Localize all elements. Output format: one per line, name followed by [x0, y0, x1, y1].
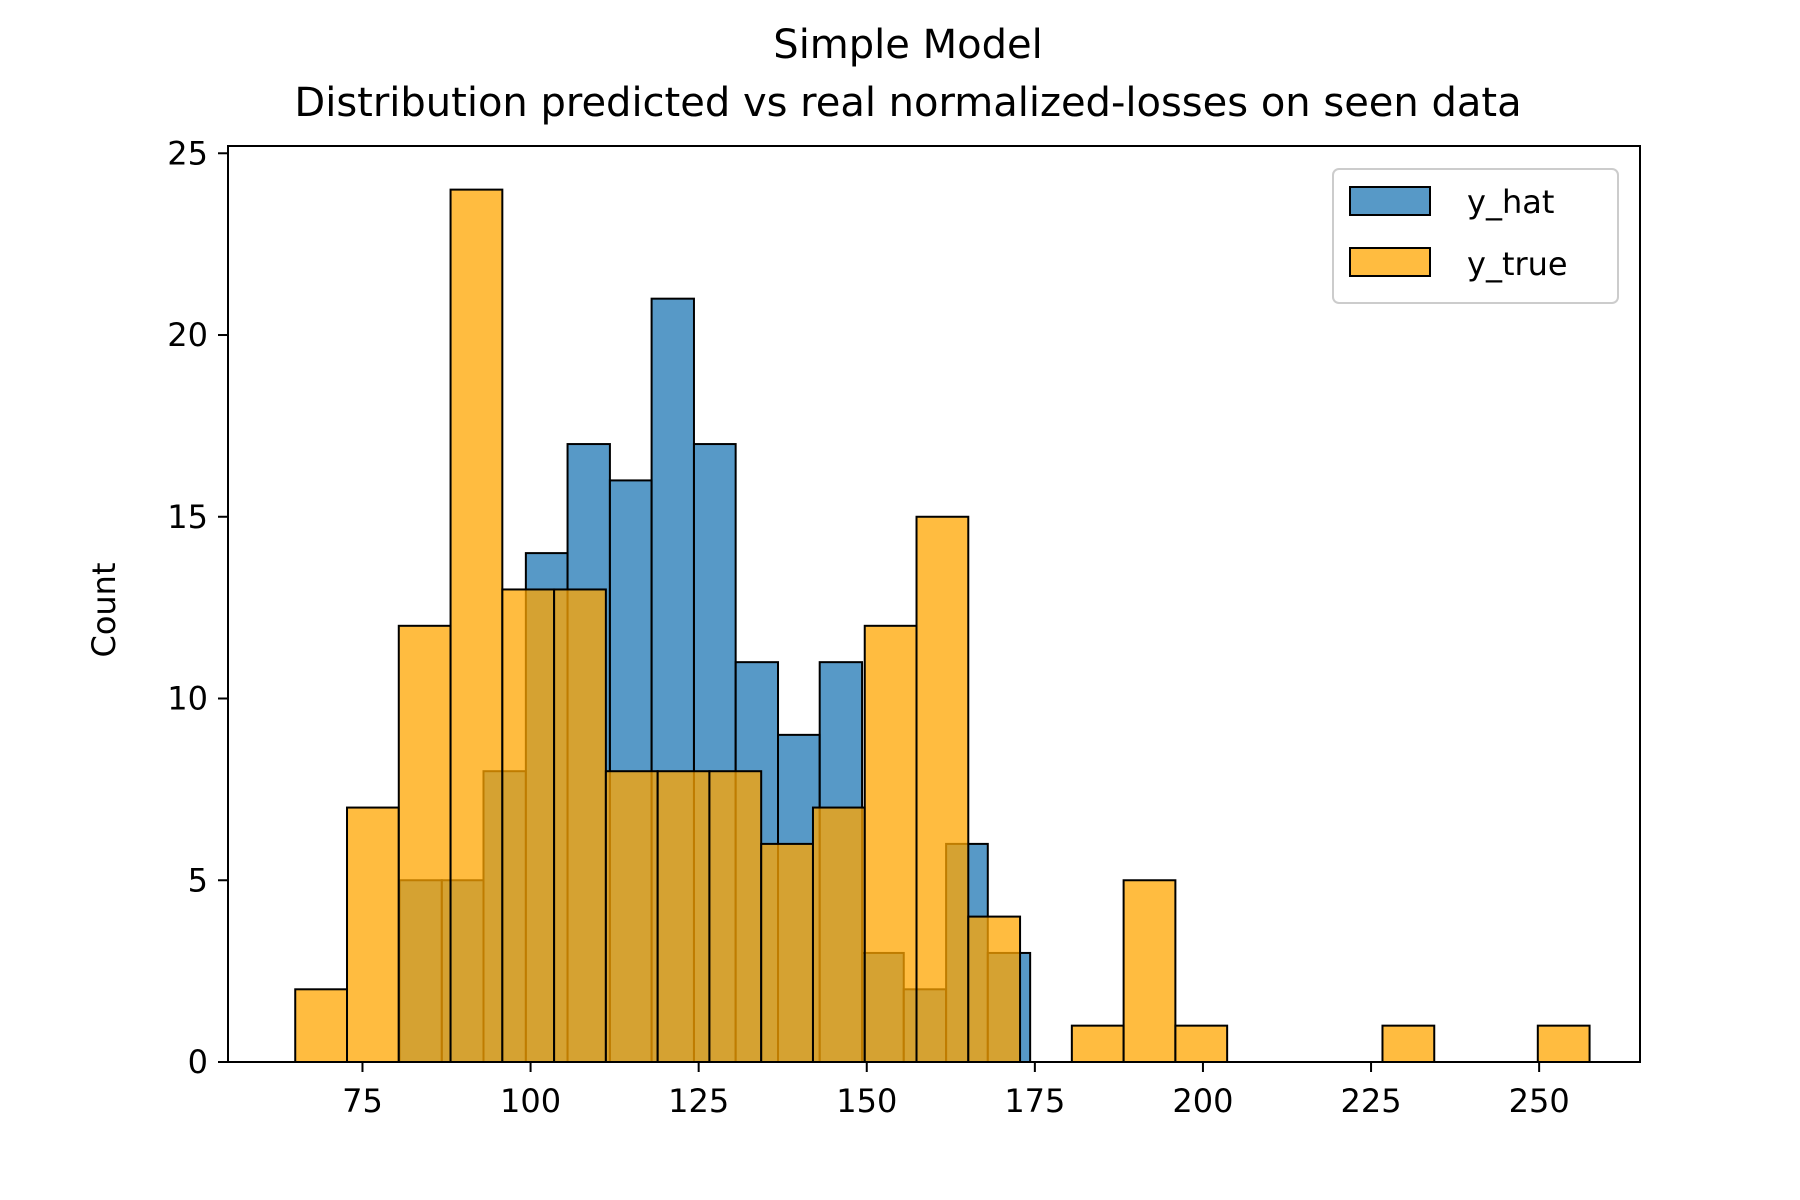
legend-label-y-true: y_true [1467, 245, 1568, 283]
y-axis-ticks: 0 5 10 15 20 25 [167, 134, 228, 1081]
legend-swatch-y-hat [1349, 186, 1431, 216]
bar-y-true-13 [967, 915, 1022, 1063]
bar-y-true-8 [708, 770, 763, 1064]
y-tick-label-10: 10 [167, 680, 208, 718]
x-axis-ticks: 75 100 125 150 175 200 225 250 [342, 1062, 1570, 1120]
bar-y-true-0 [294, 988, 349, 1063]
bar-y-true-12 [915, 515, 970, 1063]
bar-y-true-16 [1122, 879, 1177, 1063]
bar-y-true-3 [449, 188, 504, 1063]
x-tick-label-175: 175 [1004, 1082, 1065, 1120]
y-axis-label: Count [85, 562, 123, 657]
x-tick-label-100: 100 [500, 1082, 561, 1120]
legend-label-y-hat: y_hat [1467, 183, 1554, 221]
axes-frame [227, 145, 1641, 1063]
bar-y-true-4 [501, 588, 556, 1064]
bar-y-true-9 [760, 842, 814, 1064]
series-y-true-bars [294, 188, 1591, 1064]
x-tick-label-200: 200 [1172, 1082, 1233, 1120]
x-tick-label-125: 125 [668, 1082, 729, 1120]
x-tick-label-150: 150 [836, 1082, 897, 1120]
bar-y-true-21 [1381, 1024, 1436, 1064]
y-tick-label-5: 5 [188, 861, 208, 899]
bar-y-true-17 [1174, 1024, 1229, 1064]
legend-swatch-y-true [1349, 247, 1431, 277]
x-tick-label-75: 75 [342, 1082, 383, 1120]
bar-y-true-7 [656, 770, 711, 1064]
bar-y-true-2 [397, 624, 452, 1063]
chart-title-line-1: Simple Model [773, 22, 1042, 68]
bar-y-true-10 [811, 806, 866, 1063]
bar-y-true-15 [1070, 1024, 1125, 1064]
chart-title-line-2: Distribution predicted vs real normalize… [294, 80, 1521, 126]
bar-y-true-6 [604, 770, 659, 1064]
y-tick-label-20: 20 [167, 316, 208, 354]
bar-y-true-11 [863, 624, 918, 1063]
x-tick-label-250: 250 [1509, 1082, 1570, 1120]
legend: y_hat y_true [1332, 168, 1619, 304]
y-tick-label-0: 0 [188, 1043, 208, 1081]
bar-y-true-24 [1536, 1024, 1591, 1064]
x-tick-label-225: 225 [1341, 1082, 1402, 1120]
y-tick-label-15: 15 [167, 498, 208, 536]
y-tick-label-25: 25 [167, 134, 208, 172]
bar-y-true-1 [346, 806, 400, 1063]
bar-y-true-5 [553, 588, 607, 1064]
